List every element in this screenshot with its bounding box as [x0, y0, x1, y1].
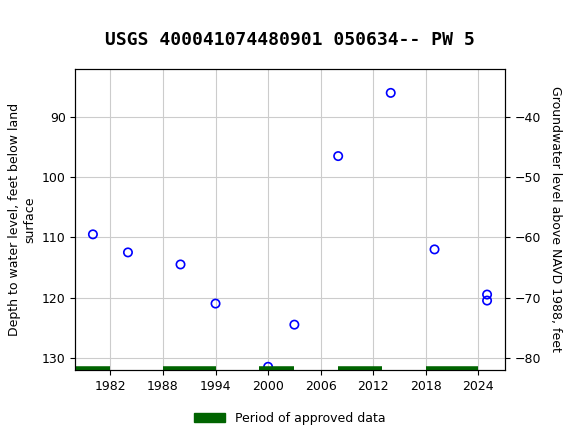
Legend: Period of approved data: Period of approved data [189, 407, 391, 430]
Point [176, 261, 185, 268]
Point [211, 300, 220, 307]
Point [386, 89, 396, 96]
Point [88, 231, 97, 238]
Y-axis label: Groundwater level above NAVD 1988, feet: Groundwater level above NAVD 1988, feet [549, 86, 562, 352]
Text: USGS 400041074480901 050634-- PW 5: USGS 400041074480901 050634-- PW 5 [105, 31, 475, 49]
Point [430, 246, 439, 253]
Point [290, 321, 299, 328]
Point [483, 297, 492, 304]
Point [334, 153, 343, 160]
Point [263, 363, 273, 370]
Point [483, 291, 492, 298]
Point [124, 249, 133, 256]
Text: ≡USGS: ≡USGS [6, 16, 64, 35]
Y-axis label: Depth to water level, feet below land
surface: Depth to water level, feet below land su… [8, 103, 36, 336]
